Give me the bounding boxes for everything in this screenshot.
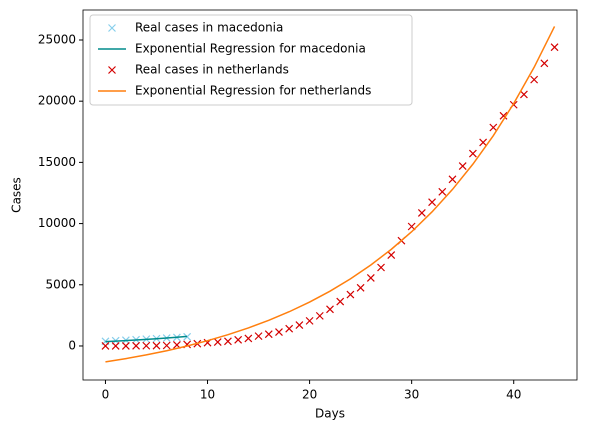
- marker: [479, 138, 488, 147]
- y-tick-label: 25000: [38, 32, 76, 46]
- marker: [285, 324, 294, 333]
- marker: [468, 149, 477, 158]
- marker: [458, 162, 467, 171]
- x-tick-label: 10: [200, 388, 215, 402]
- marker: [377, 263, 385, 272]
- legend-box: [89, 14, 413, 106]
- y-axis-label: Cases: [10, 177, 24, 213]
- marker: [366, 273, 375, 282]
- regression-line: [105, 335, 188, 343]
- legend-handle: [108, 66, 116, 74]
- y-tick-label: 10000: [38, 216, 76, 230]
- marker: [530, 75, 539, 84]
- y-tick-label: 0: [68, 338, 76, 352]
- marker: [326, 305, 334, 314]
- series: [105, 26, 556, 363]
- marker: [346, 290, 355, 299]
- marker: [387, 251, 396, 259]
- marker: [295, 321, 304, 330]
- legend-handle: [108, 24, 116, 32]
- marker: [356, 283, 365, 292]
- marker: [520, 90, 528, 99]
- marker: [438, 187, 447, 196]
- marker: [315, 311, 324, 320]
- x-tick-label: 20: [302, 388, 317, 402]
- y-tick-label: 5000: [45, 277, 76, 291]
- series: [105, 335, 188, 343]
- marker: [132, 341, 140, 350]
- marker: [111, 342, 120, 350]
- legend-label: Real cases in netherlands: [135, 63, 289, 77]
- marker: [489, 123, 498, 132]
- series: [101, 43, 559, 350]
- plot-frame: [82, 9, 578, 381]
- marker: [417, 209, 426, 217]
- x-tick-label: 40: [506, 388, 521, 402]
- legend-label: Exponential Regression for macedonia: [135, 42, 366, 56]
- marker: [224, 337, 232, 346]
- legend-label: Exponential Regression for netherlands: [135, 84, 371, 98]
- marker: [254, 332, 263, 341]
- marker: [428, 198, 436, 207]
- marker: [448, 175, 457, 184]
- marker: [275, 328, 283, 337]
- x-tick-label: 30: [404, 388, 419, 402]
- marker: [101, 342, 110, 350]
- marker: [244, 334, 253, 343]
- y-tick-label: 15000: [38, 155, 76, 169]
- marker: [142, 341, 151, 350]
- marker: [336, 297, 345, 306]
- marker: [499, 111, 508, 120]
- marker: [550, 43, 559, 52]
- x-tick-label: 0: [102, 388, 110, 402]
- marker: [305, 316, 314, 325]
- y-tick-label: 20000: [38, 94, 76, 108]
- marker: [540, 59, 549, 68]
- marker: [213, 338, 222, 346]
- marker: [121, 341, 130, 350]
- legend: Real cases in macedonia Exponential Regre…: [89, 14, 413, 106]
- legend-label: Real cases in macedonia: [135, 21, 283, 35]
- regression-line: [105, 26, 556, 363]
- x-axis-label: Days: [315, 407, 345, 421]
- marker: [152, 341, 161, 350]
- marker: [234, 335, 243, 344]
- marker: [264, 330, 273, 339]
- marker: [162, 341, 171, 350]
